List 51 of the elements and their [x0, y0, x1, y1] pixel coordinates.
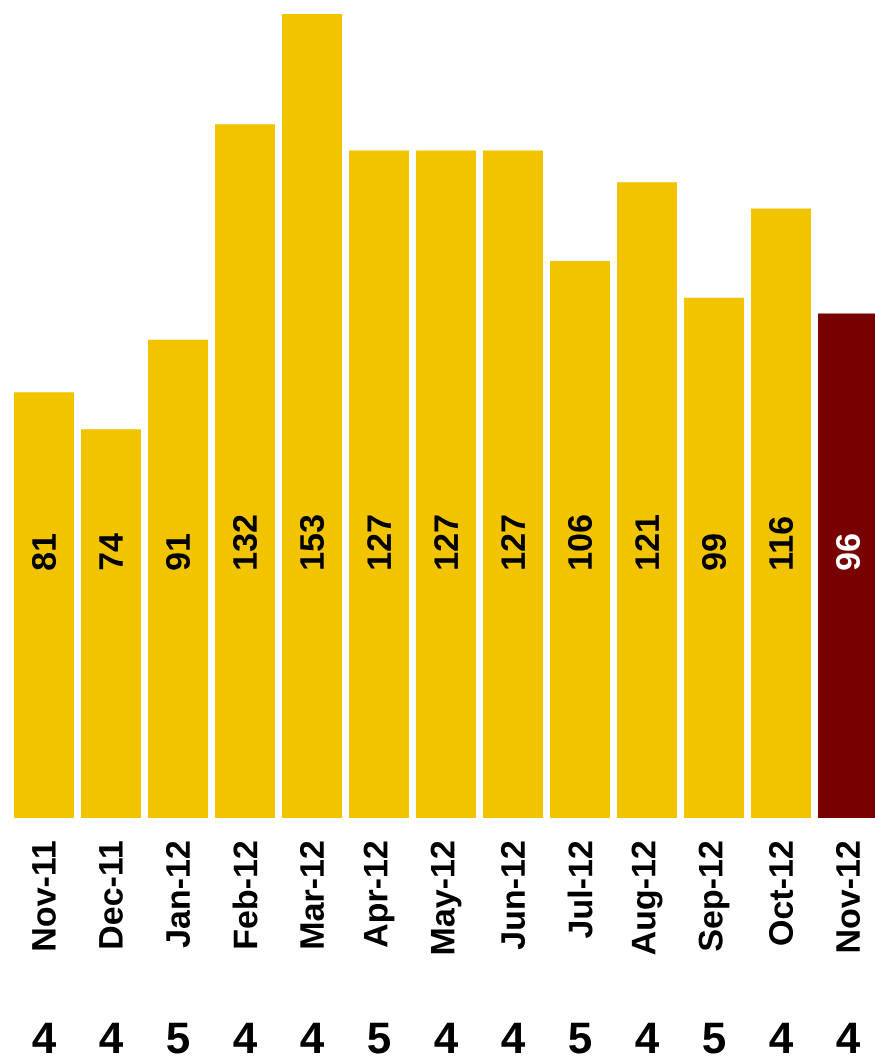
bar — [349, 150, 409, 818]
text: 4 — [635, 1022, 660, 1053]
text: 4 — [99, 1022, 123, 1053]
x-tick-label: Jan-12 — [165, 841, 191, 948]
x-tick-label: Sep-12 — [698, 841, 730, 951]
bar — [751, 208, 812, 818]
bar — [215, 124, 275, 818]
x-tick-label: Dec-11 — [99, 841, 123, 948]
x-tick-label: Feb-12 — [232, 841, 258, 948]
data-label: 121 — [635, 515, 659, 569]
data-label: 81 — [31, 533, 57, 570]
bar — [550, 260, 611, 818]
bar — [148, 339, 208, 818]
text: 5 — [703, 1022, 726, 1054]
bar — [684, 297, 745, 818]
bar — [81, 429, 141, 818]
text: 4 — [233, 1022, 257, 1053]
data-label: 153 — [299, 515, 325, 569]
text: 5 — [569, 1022, 592, 1054]
text: 4 — [300, 1022, 324, 1053]
text: 5 — [368, 1022, 391, 1054]
x-tick-label: Oct-12 — [768, 841, 794, 945]
text: 4 — [434, 1022, 458, 1053]
text: 5 — [167, 1022, 190, 1054]
data-label: 132 — [232, 515, 258, 569]
data-label: 127 — [367, 515, 391, 569]
data-label: 96 — [835, 534, 861, 570]
data-label: 127 — [501, 515, 525, 569]
x-tick-label: Nov-12 — [835, 841, 861, 952]
text: 4 — [32, 1022, 56, 1053]
bar — [483, 150, 544, 818]
data-label: 127 — [434, 515, 458, 569]
data-label: 106 — [567, 515, 593, 569]
x-tick-label: Aug-12 — [631, 841, 663, 955]
bar — [14, 392, 74, 818]
bar — [416, 150, 476, 818]
x-tick-label: Apr-12 — [363, 841, 395, 948]
bar — [617, 182, 678, 818]
data-label: 74 — [99, 533, 123, 570]
x-tick-label: Mar-12 — [299, 841, 325, 948]
data-label: 91 — [165, 533, 191, 570]
x-tick-label: Jul-12 — [567, 841, 593, 938]
text: 4 — [836, 1022, 861, 1053]
data-label: 99 — [701, 534, 727, 570]
data-label: 116 — [768, 517, 794, 569]
x-tick-label: May-12 — [430, 841, 462, 954]
x-tick-label: Nov-11 — [32, 841, 56, 950]
text: 4 — [501, 1022, 525, 1053]
x-tick-label: Jun-12 — [500, 841, 526, 950]
text: 4 — [769, 1022, 794, 1053]
bar — [282, 13, 342, 818]
